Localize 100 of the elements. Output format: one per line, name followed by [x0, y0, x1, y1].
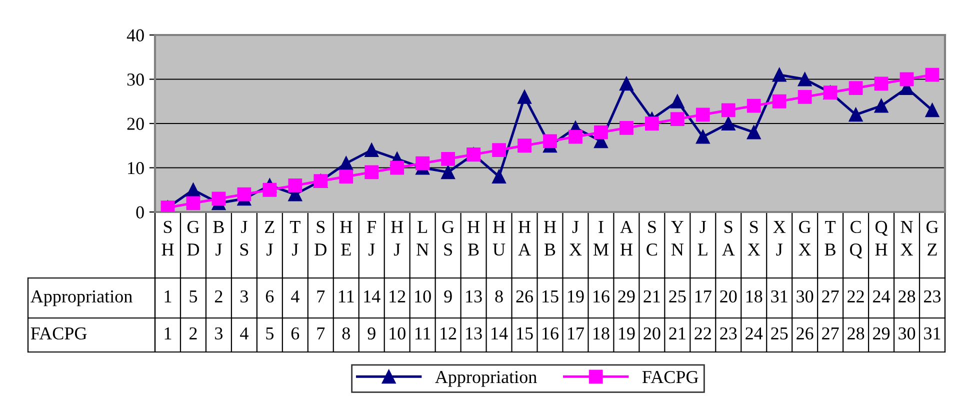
data-label: 20 — [720, 290, 737, 303]
data-label: 30 — [898, 327, 916, 340]
x-tick-label: JS — [240, 221, 248, 256]
legend-label: FACPG — [642, 371, 698, 384]
data-label: 2 — [214, 290, 222, 302]
x-tick-label: HU — [492, 221, 506, 256]
data-label: 31 — [771, 290, 788, 303]
y-tick-label: 20 — [127, 118, 144, 130]
x-tick-label: AH — [620, 220, 633, 256]
data-label: 6 — [266, 290, 274, 303]
x-tick-label: SC — [646, 220, 657, 256]
data-label: 5 — [190, 290, 198, 303]
data-label: 17 — [568, 327, 584, 340]
data-label: 26 — [516, 290, 534, 303]
x-tick-label: SA — [722, 220, 735, 256]
x-tick-label: HJ — [391, 221, 404, 256]
data-label: 8 — [342, 327, 350, 340]
y-tick-label: 0 — [136, 206, 144, 218]
data-label: 22 — [848, 290, 864, 302]
data-label: 9 — [444, 290, 452, 303]
x-tick-label: GD — [187, 220, 200, 256]
data-label: 16 — [542, 327, 558, 340]
x-tick-label: XJ — [773, 221, 786, 256]
x-tick-label: YN — [671, 221, 684, 256]
x-tick-label: JX — [569, 221, 582, 256]
text: Appropriation — [30, 290, 132, 306]
x-tick-label: TB — [824, 221, 836, 256]
x-tick-label: NX — [900, 221, 913, 256]
x-tick-label: BJ — [213, 221, 224, 256]
x-tick-label: LN — [416, 221, 429, 256]
y-tick-label: 30 — [127, 74, 144, 86]
x-tick-label: HE — [340, 221, 352, 256]
data-label: 1 — [164, 290, 172, 302]
data-label: 15 — [517, 327, 533, 340]
data-label: 7 — [317, 290, 325, 302]
data-label: 27 — [822, 327, 839, 340]
data-label: 18 — [594, 327, 610, 340]
data-label: 3 — [240, 290, 248, 303]
data-label: 14 — [364, 290, 380, 302]
data-label: 23 — [720, 327, 737, 340]
data-label: 31 — [924, 327, 940, 340]
x-tick-label: GX — [798, 220, 812, 256]
data-label: 25 — [669, 290, 686, 303]
legend-label: Appropriation — [435, 371, 537, 387]
data-label: 4 — [240, 327, 248, 340]
x-tick-label: ZJ — [265, 221, 274, 256]
data-label: 10 — [415, 290, 431, 303]
data-label: 14 — [492, 327, 508, 340]
x-tick-label: JL — [698, 221, 708, 256]
x-tick-label: CQ — [850, 220, 862, 258]
data-label: 29 — [873, 327, 890, 340]
data-label: 24 — [746, 327, 763, 340]
x-tick-label: SH — [162, 220, 174, 256]
x-tick-label: HB — [468, 221, 480, 256]
data-label: 8 — [495, 290, 503, 303]
data-label: 27 — [822, 290, 839, 302]
data-label: 26 — [796, 327, 814, 340]
data-label: 2 — [190, 327, 197, 340]
data-label: 13 — [466, 290, 482, 303]
data-label: 1 — [164, 327, 172, 340]
data-label: 12 — [390, 290, 406, 302]
y-tick-label: 40 — [126, 29, 144, 42]
data-label: 17 — [695, 290, 712, 302]
data-label: 10 — [390, 327, 406, 340]
data-label: 18 — [746, 290, 762, 303]
data-label: 6 — [291, 327, 300, 340]
data-label: 19 — [619, 327, 635, 340]
data-label: 25 — [771, 327, 788, 340]
x-tick-label: SD — [314, 220, 326, 256]
x-tick-label: TJ — [290, 221, 300, 256]
data-label: 23 — [924, 290, 941, 303]
data-label: 12 — [440, 327, 456, 340]
x-tick-label: FJ — [367, 221, 376, 256]
y-tick-label: 10 — [128, 162, 144, 174]
x-tick-label: HB — [544, 221, 556, 256]
data-label: 11 — [339, 290, 354, 302]
x-tick-label: GZ — [926, 220, 938, 256]
data-label: 22 — [694, 327, 711, 340]
data-label: 7 — [317, 328, 325, 340]
data-label: 3 — [215, 327, 223, 340]
x-tick-label: IM — [593, 221, 608, 256]
data-label: 29 — [618, 290, 635, 303]
x-tick-label: HA — [518, 221, 531, 256]
data-label: 21 — [644, 290, 660, 302]
data-label: 4 — [291, 290, 300, 302]
data-label: 19 — [568, 290, 584, 303]
data-label: 24 — [873, 290, 890, 302]
data-label: 28 — [898, 290, 916, 303]
data-label: 28 — [848, 327, 864, 340]
data-label: 16 — [594, 290, 610, 303]
data-label: 9 — [368, 327, 376, 340]
data-label: 5 — [266, 328, 274, 340]
data-label: 30 — [796, 290, 814, 303]
x-tick-label: SX — [748, 220, 760, 256]
data-label: 15 — [542, 290, 558, 303]
data-label: 20 — [644, 327, 660, 340]
data-label: 21 — [669, 327, 686, 340]
data-label: 11 — [415, 327, 430, 340]
text: FACPG — [30, 327, 87, 340]
x-tick-label: GS — [442, 220, 454, 256]
